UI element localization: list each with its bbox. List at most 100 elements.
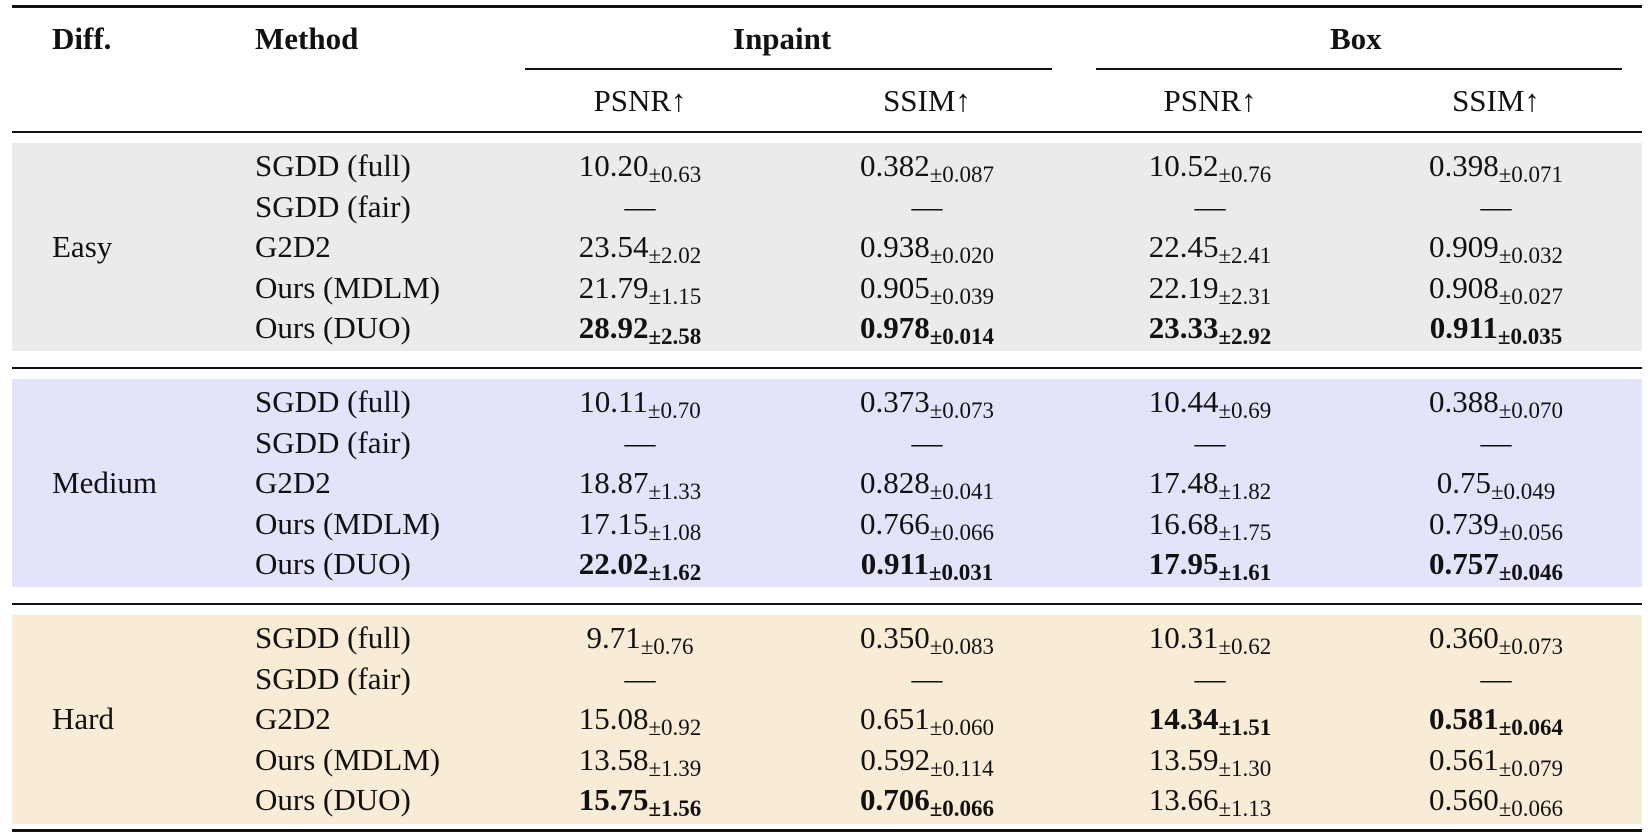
std-value: ±2.41 [1218,243,1272,268]
std-value: ±0.083 [929,634,995,659]
empty-cell-dash: — [624,188,656,224]
mean-value: 0.766 [859,505,930,541]
std-value: ±1.30 [1218,755,1272,781]
mean-value: 0.757 [1428,546,1499,581]
mean-value: 0.373 [859,384,930,419]
std-value: ±0.070 [1498,398,1564,423]
method-name: Ours (MDLM) [255,505,441,541]
std-value: ±0.63 [648,162,702,187]
mean-value: 10.31 [1148,620,1219,655]
std-value: ±0.066 [929,519,995,545]
std-value: ±0.020 [929,243,995,268]
empty-cell-dash: — [911,660,943,696]
value-cell: 21.79±1.15 [578,269,702,308]
mean-value: 0.560 [1428,782,1499,817]
value-cell: 0.905±0.039 [860,272,994,308]
mean-value: 0.978 [859,310,930,345]
std-value: ±0.066 [1498,796,1564,821]
value-cell: 16.68±1.75 [1148,505,1272,544]
diff-header: Diff. [52,21,112,56]
inpaint-psnr-header: PSNR↑ [593,83,687,118]
mean-value: 0.561 [1428,741,1499,777]
empty-cell-dash: — [1194,188,1226,224]
method-name: Ours (MDLM) [255,741,441,777]
best-value-cell: 0.706±0.066 [860,784,994,820]
method-name: Ours (DUO) [255,782,411,817]
mean-value: 0.739 [1428,505,1499,541]
value-cell: 10.31±0.62 [1148,620,1272,658]
mean-value: 0.911 [860,546,929,581]
value-cell: 0.908±0.027 [1428,269,1563,308]
group-band-easy [12,143,1642,351]
mean-value: 17.48 [1148,465,1219,500]
std-value: ±0.114 [930,755,994,781]
std-value: ±0.049 [1490,479,1556,504]
value-cell: 10.20±0.63 [578,148,702,186]
inpaint-group-header: Inpaint [733,21,832,56]
std-value: ±1.56 [648,796,702,821]
value-cell: 9.71±0.76 [586,620,693,658]
empty-cell-dash: — [624,660,656,696]
difficulty-label: Hard [52,701,114,736]
best-value-cell: 0.978±0.014 [859,310,994,348]
std-value: ±1.62 [648,560,702,585]
empty-cell-dash: — [911,188,943,224]
mean-value: 22.45 [1148,229,1219,264]
mean-value: 15.08 [578,701,649,736]
mean-value: 17.15 [578,505,649,541]
mean-value: 18.87 [578,465,649,500]
method-name: G2D2 [255,229,331,264]
value-cell: 0.828±0.041 [860,467,994,503]
value-cell: 13.59±1.30 [1149,744,1272,780]
value-cell: 0.388±0.070 [1429,386,1563,422]
empty-cell-dash: — [1480,660,1512,696]
mean-value: 10.20 [578,148,649,183]
std-value: ±0.014 [929,324,995,349]
value-cell: 0.398±0.071 [1429,150,1563,186]
std-value: ±1.51 [1218,715,1272,740]
best-value-cell: 0.757±0.046 [1428,546,1563,584]
group-separator-rule [12,603,1642,605]
group-separator-rule [12,367,1642,369]
best-value-cell: 0.911±0.031 [860,546,993,584]
empty-cell-dash: — [1480,188,1512,224]
group-band-hard [12,615,1642,824]
value-cell: 10.44±0.69 [1149,386,1272,422]
value-cell: 23.54±2.02 [579,231,702,267]
std-value: ±1.39 [648,755,702,781]
best-value-cell: 14.34±1.51 [1149,703,1272,739]
mean-value: 0.938 [859,229,930,264]
std-value: ±0.62 [1218,634,1272,659]
mean-value: 9.71 [586,620,641,655]
std-value: ±0.064 [1498,715,1564,740]
mean-value: 16.68 [1148,505,1219,541]
mean-value: 0.908 [1428,269,1499,305]
mean-value: 23.33 [1148,310,1219,345]
value-cell: 0.561±0.079 [1428,741,1563,780]
method-name: SGDD (fair) [255,424,411,460]
value-cell: 17.48±1.82 [1148,465,1272,503]
value-cell: 10.11±0.70 [579,386,700,422]
value-cell: 0.766±0.066 [859,505,994,544]
std-value: ±1.75 [1218,519,1272,545]
value-cell: 0.560±0.066 [1428,782,1563,820]
std-value: ±0.035 [1497,324,1563,349]
mean-value: 0.592 [860,741,931,777]
value-cell: 13.58±1.39 [579,744,702,780]
empty-cell-dash: — [911,424,943,460]
mean-value: 0.909 [1428,229,1499,264]
value-cell: 0.360±0.073 [1429,622,1563,658]
std-value: ±0.041 [929,479,995,504]
empty-cell-dash: — [1480,424,1512,460]
std-value: ±1.61 [1218,560,1272,585]
std-value: ±1.33 [648,479,702,504]
mean-value: 21.79 [578,269,649,305]
value-cell: 17.15±1.08 [578,505,702,544]
best-value-cell: 0.581±0.064 [1429,703,1563,739]
box-psnr-header: PSNR↑ [1163,83,1257,118]
std-value: ±0.046 [1498,560,1564,585]
mean-value: 22.19 [1148,269,1219,305]
method-name: SGDD (full) [255,148,411,183]
value-cell: 0.373±0.073 [859,384,994,422]
value-cell: 0.938±0.020 [859,229,994,267]
